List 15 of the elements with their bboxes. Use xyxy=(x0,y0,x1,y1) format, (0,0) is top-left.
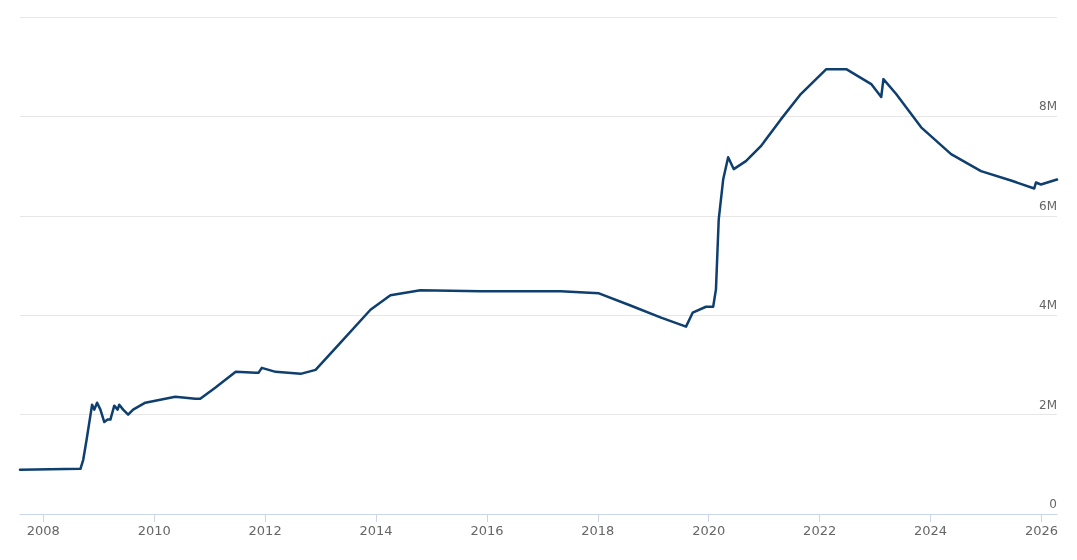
x-tick-label: 2016 xyxy=(470,523,504,538)
y-tick-label: 6M xyxy=(1039,198,1057,213)
x-tick-label: 2014 xyxy=(359,523,393,538)
x-tick-label: 2018 xyxy=(581,523,615,538)
x-tick-label: 2026 xyxy=(1024,523,1059,538)
x-tick-label: 2024 xyxy=(914,523,948,538)
y-tick-label: 8M xyxy=(1039,99,1057,114)
x-tick-label: 2010 xyxy=(137,523,171,538)
y-tick-label: 2M xyxy=(1039,397,1057,412)
y-tick-label: 0 xyxy=(1049,497,1057,511)
y-tick-label: 4M xyxy=(1039,298,1057,313)
x-tick-label: 2012 xyxy=(248,523,282,538)
x-tick-label: 2008 xyxy=(26,523,60,538)
x-tick-label: 2022 xyxy=(803,523,837,538)
x-tick-label: 2020 xyxy=(692,523,726,538)
